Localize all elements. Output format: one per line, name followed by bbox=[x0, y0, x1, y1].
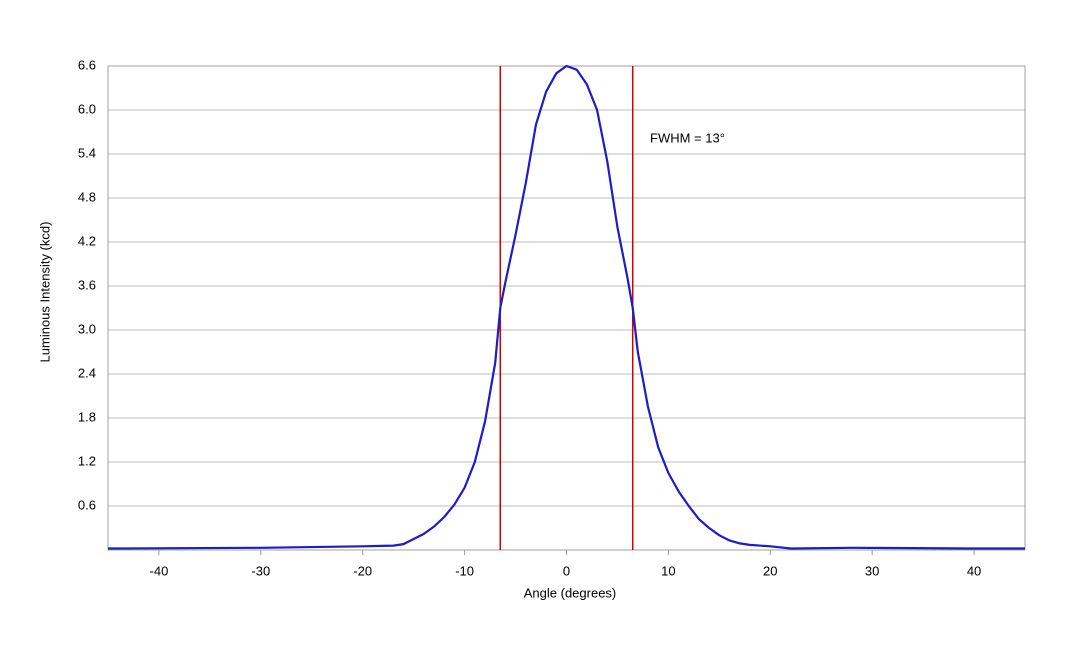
x-tick-label: 0 bbox=[563, 563, 570, 578]
y-tick-label: 6.6 bbox=[78, 57, 96, 72]
y-tick-label: 4.2 bbox=[78, 233, 96, 248]
y-tick-label: 0.6 bbox=[78, 497, 96, 512]
y-tick-label: 6.0 bbox=[78, 101, 96, 116]
y-tick-label: 1.8 bbox=[78, 409, 96, 424]
y-tick-label: 3.0 bbox=[78, 321, 96, 336]
x-axis-label: Angle (degrees) bbox=[524, 585, 617, 600]
y-tick-label: 3.6 bbox=[78, 277, 96, 292]
annotation: FWHM = 13° bbox=[650, 130, 725, 145]
x-tick-label: 20 bbox=[763, 563, 777, 578]
x-tick-label: 10 bbox=[661, 563, 675, 578]
y-tick-label: 1.2 bbox=[78, 453, 96, 468]
y-tick-label: 2.4 bbox=[78, 365, 96, 380]
x-tick-label: -10 bbox=[455, 563, 474, 578]
x-tick-label: -20 bbox=[353, 563, 372, 578]
y-axis-label: Luminous Intensity (kcd) bbox=[37, 222, 52, 363]
y-tick-label: 5.4 bbox=[78, 145, 96, 160]
data-line bbox=[107, 64, 1025, 550]
y-tick-label: 4.8 bbox=[78, 189, 96, 204]
x-tick-label: -30 bbox=[251, 563, 270, 578]
x-tick-label: -40 bbox=[150, 563, 169, 578]
x-tick-label: 30 bbox=[865, 563, 879, 578]
x-tick-label: 40 bbox=[967, 563, 981, 578]
